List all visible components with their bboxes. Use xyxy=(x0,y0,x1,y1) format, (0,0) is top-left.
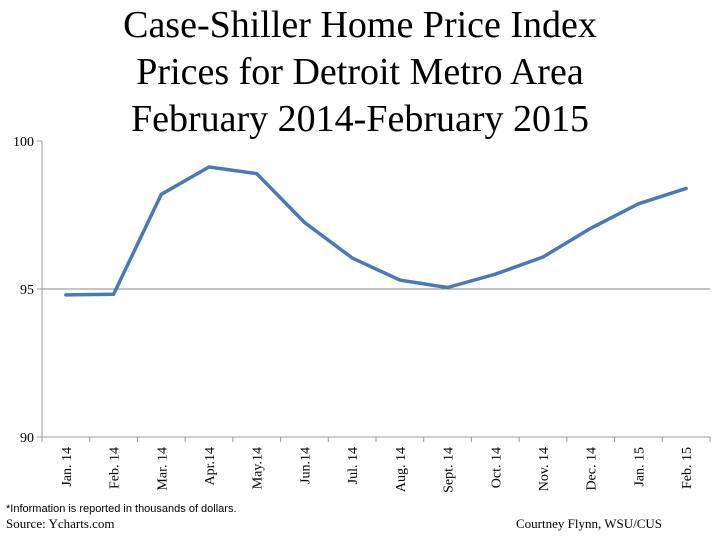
x-tick-label: Dec. 14 xyxy=(585,447,600,491)
x-tick-label: Oct. 14 xyxy=(489,447,504,488)
x-tick-label: Apr.14 xyxy=(203,447,218,486)
x-tick-label: Feb. 14 xyxy=(108,447,123,489)
chart-title: Case-Shiller Home Price Index Prices for… xyxy=(0,2,720,143)
x-tick-label: Jun.14 xyxy=(298,447,313,484)
source-note: Source: Ycharts.com xyxy=(6,516,115,531)
x-tick-label: Nov. 14 xyxy=(537,447,552,491)
x-tick-label: Jan. 15 xyxy=(632,447,647,487)
chart-title-line-3: February 2014-February 2015 xyxy=(130,98,589,140)
series-line xyxy=(64,165,688,297)
x-tick-label: Feb. 15 xyxy=(680,447,695,489)
y-tick-label: 90 xyxy=(20,431,34,446)
author-credit: Courtney Flynn, WSU/CUS xyxy=(516,516,663,531)
x-tick-label: Aug. 14 xyxy=(394,447,409,492)
x-tick-label: Jan. 14 xyxy=(60,447,75,487)
chart-title-line-1: Case-Shiller Home Price Index xyxy=(123,4,597,46)
y-tick-label: 95 xyxy=(20,283,34,298)
y-tick-label: 100 xyxy=(13,135,34,150)
x-tick-label: Sept. 14 xyxy=(442,447,457,493)
x-tick-label: Mar. 14 xyxy=(155,447,170,491)
chart-title-line-2: Prices for Detroit Metro Area xyxy=(136,51,584,93)
x-tick-label: May.14 xyxy=(251,447,266,489)
footnote: *Information is reported in thousands of… xyxy=(6,503,237,515)
x-tick-label: Jul. 14 xyxy=(346,447,361,484)
